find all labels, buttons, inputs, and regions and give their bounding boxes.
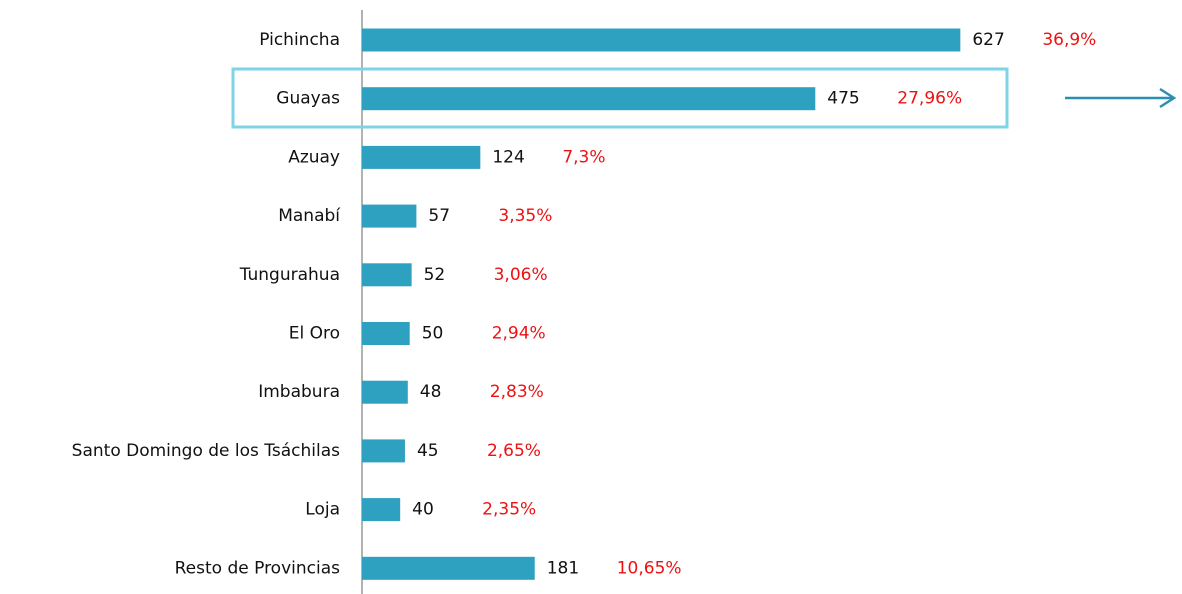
- bar: [362, 322, 410, 345]
- value-label: 50: [422, 324, 444, 344]
- category-label: Loja: [305, 500, 340, 520]
- value-label: 475: [827, 89, 859, 109]
- category-label: Guayas: [276, 89, 340, 109]
- value-label: 181: [547, 558, 579, 578]
- share-label: 36,9%: [1042, 30, 1096, 50]
- arrow-head: [1159, 87, 1177, 109]
- bar: [362, 498, 401, 522]
- category-label: Azuay: [288, 147, 340, 167]
- value-label: 52: [424, 265, 446, 285]
- value-label: 57: [428, 206, 450, 226]
- bar: [362, 556, 535, 580]
- arrow: [1065, 87, 1177, 109]
- category-label: Resto de Provincias: [175, 558, 341, 578]
- bar: [362, 263, 412, 287]
- highlight-box: [231, 67, 1009, 129]
- share-label: 3,35%: [498, 206, 552, 226]
- category-label: El Oro: [289, 324, 340, 344]
- bar: [362, 380, 408, 404]
- share-label: 2,65%: [487, 441, 541, 461]
- share-label: 10,65%: [617, 558, 682, 578]
- value-label: 45: [417, 441, 439, 461]
- share-label: 2,35%: [482, 500, 536, 520]
- category-label: Tungurahua: [239, 265, 340, 285]
- share-label: 7,3%: [562, 147, 605, 167]
- share-label: 2,94%: [492, 324, 546, 344]
- share-label: 3,06%: [494, 265, 548, 285]
- share-label: 27,96%: [897, 89, 962, 109]
- bar: [362, 87, 816, 111]
- value-label: 40: [412, 500, 434, 520]
- category-label: Manabí: [278, 206, 341, 226]
- bar: [362, 28, 961, 52]
- value-label: 48: [420, 382, 442, 402]
- bar: [362, 439, 405, 463]
- value-label: 627: [972, 30, 1004, 50]
- value-label: 124: [492, 147, 524, 167]
- category-label: Santo Domingo de los Tsáchilas: [72, 441, 340, 461]
- share-label: 2,83%: [490, 382, 544, 402]
- bar: [362, 145, 481, 169]
- category-label: Imbabura: [258, 382, 340, 402]
- bar: [362, 204, 417, 228]
- category-label: Pichincha: [259, 30, 340, 50]
